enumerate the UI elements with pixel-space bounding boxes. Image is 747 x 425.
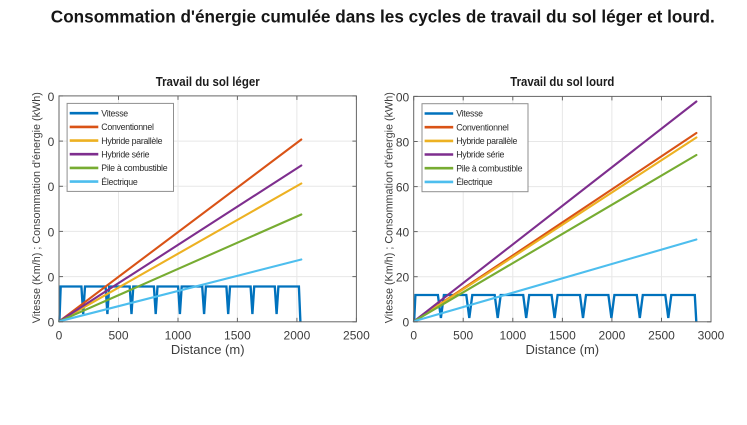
svg-text:0: 0	[48, 225, 55, 239]
svg-text:Vitesse (Km/h) ; Consommation: Vitesse (Km/h) ; Consommation d'énergie …	[384, 92, 396, 323]
svg-text:Électrique: Électrique	[101, 177, 138, 187]
svg-text:0: 0	[48, 316, 55, 330]
svg-text:0: 0	[48, 271, 55, 285]
svg-text:Distance (m): Distance (m)	[171, 342, 245, 357]
svg-text:2000: 2000	[284, 329, 311, 343]
svg-text:0: 0	[48, 90, 55, 104]
svg-text:1500: 1500	[549, 329, 576, 343]
svg-text:Pile à combustible: Pile à combustible	[101, 163, 167, 173]
svg-text:Travail du sol léger: Travail du sol léger	[156, 74, 260, 89]
svg-text:Vitesse (Km/h) ; Consommation: Vitesse (Km/h) ; Consommation d'énergie …	[31, 92, 43, 323]
svg-text:Hybride série: Hybride série	[101, 149, 149, 159]
svg-text:Travail du sol lourd: Travail du sol lourd	[510, 74, 614, 89]
svg-text:Vitesse: Vitesse	[101, 108, 128, 118]
svg-text:0: 0	[48, 180, 55, 194]
svg-text:Conventionnel: Conventionnel	[456, 122, 509, 132]
svg-text:80: 80	[396, 135, 410, 149]
svg-text:20: 20	[396, 271, 410, 285]
svg-text:0: 0	[48, 135, 55, 149]
svg-text:2000: 2000	[599, 329, 626, 343]
svg-text:1000: 1000	[499, 329, 526, 343]
svg-text:500: 500	[108, 329, 128, 343]
svg-text:Distance (m): Distance (m)	[525, 342, 599, 357]
svg-text:0: 0	[410, 329, 417, 343]
svg-text:1000: 1000	[165, 329, 192, 343]
svg-text:500: 500	[453, 329, 473, 343]
svg-text:3000: 3000	[698, 329, 725, 343]
svg-text:Hybride parallèle: Hybride parallèle	[456, 136, 517, 146]
svg-text:40: 40	[396, 226, 410, 240]
svg-text:Conventionnel: Conventionnel	[101, 122, 154, 132]
svg-text:60: 60	[396, 181, 410, 195]
svg-text:2500: 2500	[343, 329, 370, 343]
svg-text:00: 00	[396, 90, 410, 104]
svg-text:0: 0	[403, 316, 410, 330]
svg-text:1500: 1500	[224, 329, 251, 343]
svg-text:Vitesse: Vitesse	[456, 109, 483, 119]
svg-text:Pile à combustible: Pile à combustible	[456, 163, 522, 173]
svg-text:2500: 2500	[648, 329, 675, 343]
svg-text:Électrique: Électrique	[456, 177, 493, 187]
svg-text:0: 0	[56, 329, 63, 343]
svg-text:Hybride parallèle: Hybride parallèle	[101, 136, 162, 146]
svg-text:Consommation d'énergie cumulée: Consommation d'énergie cumulée dans les …	[51, 7, 715, 27]
svg-text:Hybride série: Hybride série	[456, 150, 504, 160]
